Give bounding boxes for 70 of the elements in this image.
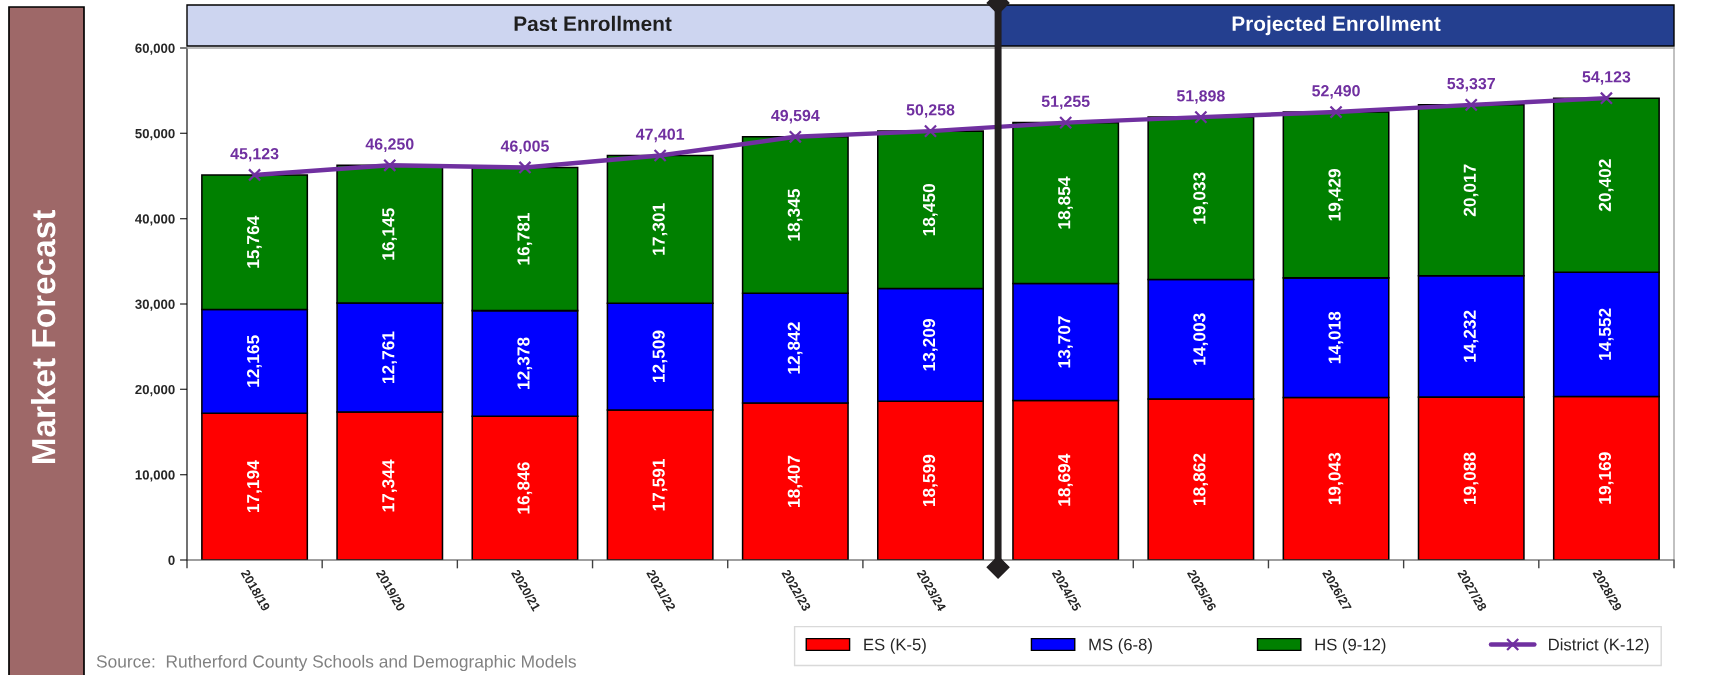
data-label: 13,707: [1058, 316, 1073, 368]
data-label: 17,301: [652, 203, 668, 255]
point: [1599, 91, 1614, 105]
data-label: 12,378: [517, 337, 533, 389]
data-label: 12,165: [246, 335, 262, 387]
text: Projected Enrollment: [1232, 15, 1441, 36]
data-label: 17,591: [652, 458, 668, 511]
data-label: 19,043: [1328, 452, 1344, 505]
point: [1194, 110, 1208, 124]
legend-label: District (K-12): [1549, 638, 1649, 654]
y-tick-label: 20,000: [135, 384, 175, 397]
text: Market Forecast: [30, 210, 56, 464]
y-tick-label: 0: [168, 555, 175, 565]
point: [923, 124, 938, 138]
data-label: 20,017: [1463, 164, 1479, 217]
data-label: 15,764: [246, 215, 262, 268]
data-label: 19,033: [1193, 172, 1209, 224]
point: [1059, 115, 1073, 130]
point: [518, 160, 532, 175]
legend-label: MS (6-8): [1089, 638, 1152, 654]
data-label: 16,781: [517, 212, 533, 265]
data-label: 52,490: [1312, 85, 1360, 99]
data-label: 47,401: [635, 128, 685, 143]
point: [653, 148, 667, 163]
data-label: 54,123: [1582, 71, 1631, 85]
data-label: 14,552: [1598, 308, 1614, 360]
data-label: 18,862: [1193, 453, 1209, 505]
data-label: 19,429: [1328, 169, 1344, 221]
data-label: 49,594: [771, 109, 820, 124]
data-label: 12,842: [787, 322, 803, 374]
y-tick-label: 10,000: [135, 470, 175, 482]
legend-label: ES (K-5): [864, 638, 926, 654]
data-label: 13,209: [922, 319, 938, 371]
data-label: 19,169: [1598, 452, 1614, 504]
data-label: 46,250: [365, 138, 414, 152]
point: [1329, 105, 1343, 119]
data-label: 46,005: [500, 140, 549, 155]
data-label: 12,509: [652, 330, 668, 382]
data-label: 20,402: [1598, 159, 1614, 212]
data-label: 18,599: [922, 454, 938, 507]
y-tick-label: 40,000: [135, 214, 175, 226]
data-label: 18,854: [1058, 176, 1073, 229]
point: [247, 168, 262, 182]
data-label: 18,694: [1058, 453, 1073, 506]
data-label: 14,232: [1463, 310, 1479, 362]
text: Past Enrollment: [514, 15, 672, 32]
data-label: 18,407: [787, 455, 803, 507]
data-label: 14,003: [1193, 313, 1209, 365]
data-label: 50,258: [906, 104, 955, 118]
data-label: 16,846: [517, 462, 533, 514]
source-note: Source: Rutherford County Schools and Demographic Models: [96, 654, 576, 672]
data-label: 17,344: [382, 459, 397, 512]
y-tick-label: 60,000: [135, 43, 175, 55]
data-label: 19,088: [1463, 452, 1479, 505]
data-label: 51,255: [1041, 95, 1090, 110]
data-label: 53,337: [1447, 77, 1495, 92]
data-label: 17,194: [246, 460, 262, 513]
data-label: 18,450: [922, 184, 938, 236]
point: [383, 158, 397, 172]
point: [788, 130, 802, 144]
y-tick-label: 50,000: [135, 128, 175, 141]
data-label: 18,345: [787, 189, 803, 241]
y-tick-label: 30,000: [135, 299, 175, 311]
data-label: 16,145: [382, 208, 397, 260]
data-label: 12,761: [382, 331, 397, 384]
data-label: 45,123: [230, 147, 279, 162]
data-label: 51,898: [1176, 90, 1225, 104]
point: [1464, 98, 1478, 112]
data-label: 14,018: [1328, 311, 1344, 364]
legend-label: HS (9-12): [1315, 638, 1386, 654]
